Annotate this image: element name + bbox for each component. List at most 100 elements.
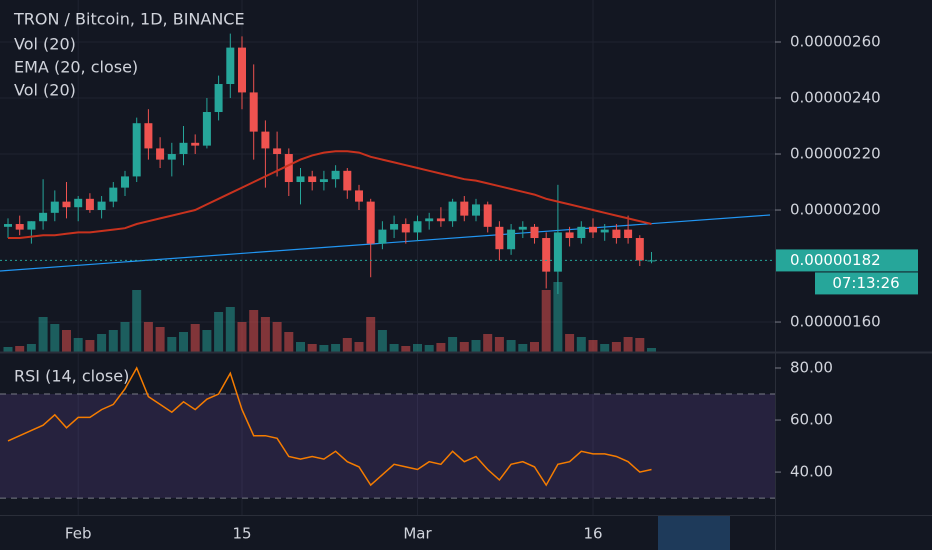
volume-bar [600,344,610,352]
volume-bar [424,345,434,352]
volume-bar [389,344,399,352]
candle-body [97,201,106,211]
y-tick-label: 0.00000200 [790,201,881,219]
volume-bar [167,337,177,352]
candle-body [308,176,317,183]
volume-bar [143,322,153,352]
volume [3,282,656,352]
candle-body [495,226,504,250]
volume-bar [401,346,411,352]
volume-bar [342,338,352,352]
volume-bar [97,334,107,352]
rsi-band [0,394,775,499]
candle-body [132,123,141,177]
candle-body [483,204,492,227]
candle-body [401,224,410,233]
candle-body [238,47,246,93]
volume-bar [50,324,60,352]
volume-bar [588,340,598,352]
volume-bar [518,344,528,352]
candle-body [565,232,574,239]
volume-bar [15,346,25,352]
candle-body [4,224,12,227]
volume-bar [436,343,446,352]
candle-body [284,154,293,183]
volume-bar [3,347,13,352]
last-price-box [776,249,918,272]
axes: 0.00000160 0.00000200 0.00000220 0.00000240… [65,33,918,543]
volume-bar [553,282,563,352]
volume-bar [85,340,95,352]
volume-bar [26,344,36,352]
candle-body [507,229,516,250]
volume-bar [506,340,516,352]
overlay [0,150,775,261]
candle-body [577,226,586,239]
candle-body [378,229,387,244]
candle-body [156,148,165,160]
volume-bar [635,338,645,352]
candle-body [74,198,83,208]
candle-body [600,229,609,233]
candle-body [425,218,434,222]
ema-line [8,150,652,239]
candle-body [121,176,129,188]
volume-bar [483,334,493,352]
y-tick-label: 0.00000220 [790,145,881,163]
volume-bar [530,342,539,352]
candle-body [202,112,211,146]
candle-body [413,221,422,233]
time-highlight [658,516,730,550]
candle-body [39,212,48,222]
candle-body [612,229,621,239]
volume-bar [494,337,504,352]
candle-body [226,47,235,85]
candle-body [472,204,480,216]
volume-bar [413,344,422,352]
volume-bar [377,330,387,352]
volume-bar [155,327,165,352]
volume-bar [331,344,341,352]
candle-body [109,187,118,202]
volume-bar [565,334,575,352]
volume-bar [611,342,621,352]
candles [4,33,656,295]
rsi-tick-label: 60.00 [790,411,833,429]
candle-body [624,229,633,239]
volume-bar [296,342,305,352]
y-tick-label: 0.00000260 [790,33,881,51]
volume-bar [284,332,294,352]
candle-body [366,201,375,244]
candle-body [296,176,305,183]
rsi-tick-label: 80.00 [790,359,833,377]
candle-body [319,179,328,183]
candle-body [144,123,153,149]
volume-bar [237,322,247,352]
volume-bar [647,348,656,352]
volume-bar [214,312,224,352]
last-price-label: 0.00000182 [790,251,881,269]
candle-body [62,201,71,208]
countdown-label: 07:13:26 [832,274,899,292]
x-tick-label: 16 [583,525,602,543]
candle-body [273,148,282,155]
countdown-box [815,272,918,295]
candle-body [542,238,551,272]
volume-bar [108,330,118,352]
volume-bar [202,330,212,352]
indicator-label: Vol (20) [14,81,76,100]
candle-body [27,221,36,230]
volume-bar [190,324,200,352]
volume-bar [319,345,329,352]
x-tick-label: Mar [403,525,432,543]
y-tick-label: 0.00000160 [790,313,881,331]
x-tick-label: 15 [232,525,251,543]
candle-body [530,226,539,239]
volume-bar [179,332,188,352]
candle-body [448,201,457,222]
volume-bar [62,330,71,352]
volume-bar [541,290,551,352]
chart-title: TRON / Bitcoin, 1D, BINANCE [13,10,245,29]
